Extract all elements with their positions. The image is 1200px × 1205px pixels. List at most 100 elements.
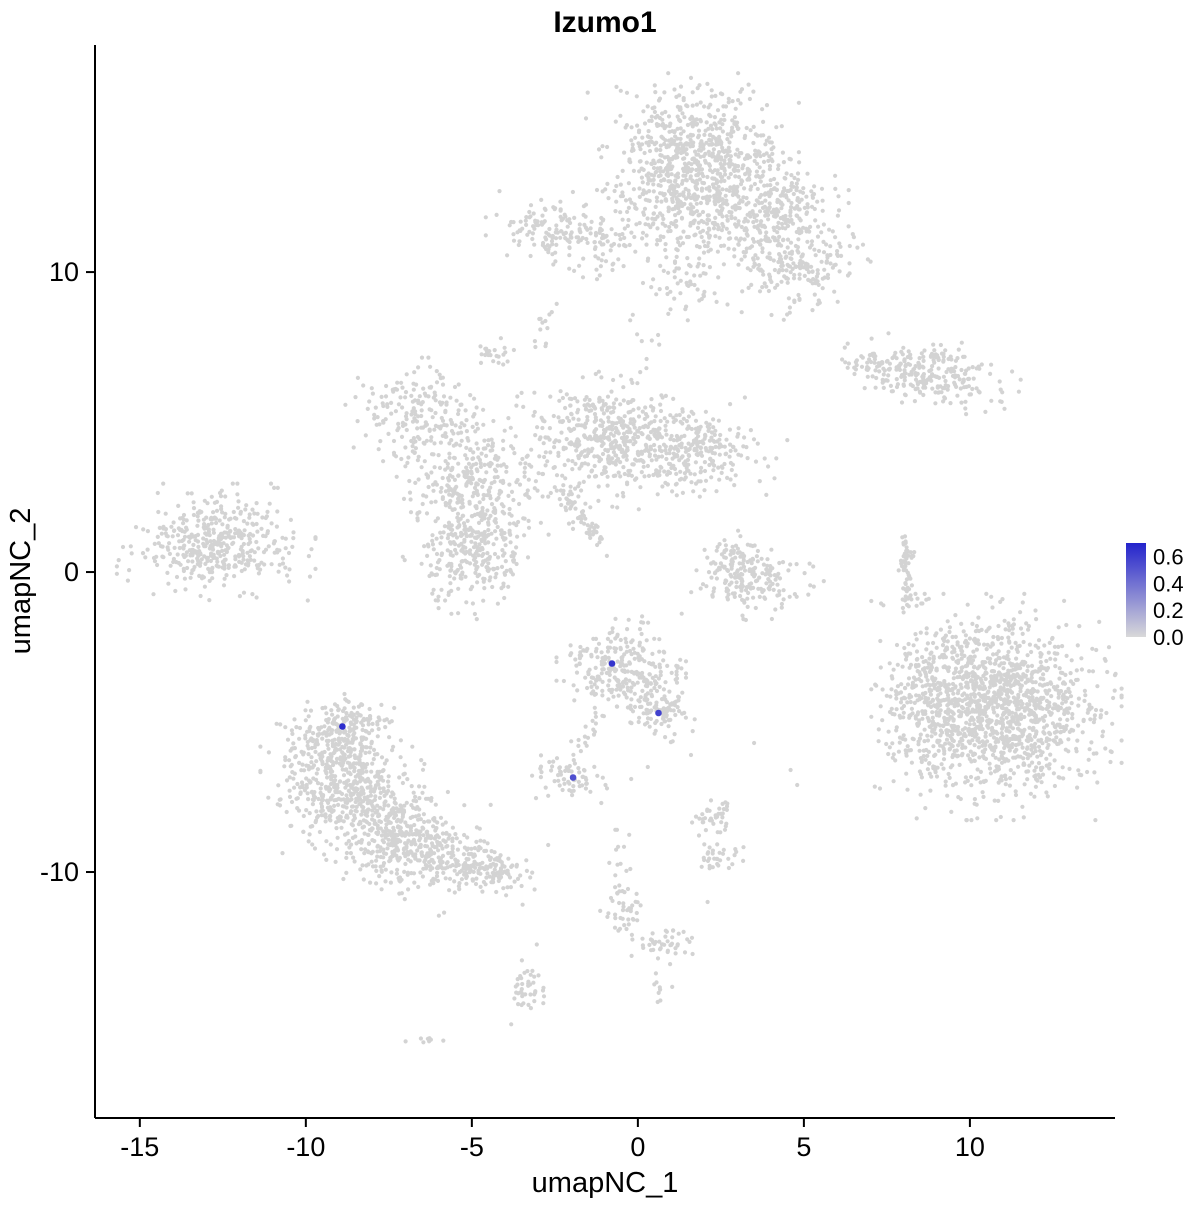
cell-point (566, 458, 571, 463)
cell-point (629, 148, 635, 153)
cell-point (540, 494, 545, 499)
cell-point (963, 633, 969, 638)
cell-point (206, 566, 211, 572)
cell-point (980, 743, 985, 748)
cell-point (987, 685, 992, 690)
cell-point (662, 469, 667, 474)
cell-point (600, 434, 605, 439)
cell-point (716, 275, 721, 280)
cell-point (705, 230, 710, 235)
cell-point (183, 553, 188, 558)
cell-point (729, 574, 734, 579)
cell-point (781, 317, 786, 322)
cell-point (522, 474, 527, 479)
cell-point (820, 286, 825, 291)
cell-point (508, 425, 513, 430)
cell-point (941, 374, 947, 379)
cell-point (611, 261, 616, 266)
cell-point (779, 206, 784, 211)
cell-point (725, 149, 730, 154)
cell-point (616, 431, 621, 436)
cell-point (1057, 676, 1062, 681)
cell-point (550, 242, 555, 247)
cell-point (702, 243, 708, 249)
cell-point (615, 444, 620, 449)
cell-point (211, 527, 216, 532)
cell-point (621, 398, 626, 403)
cell-point (199, 509, 204, 515)
cell-point (717, 194, 722, 199)
cell-point (473, 555, 478, 560)
cell-point (355, 419, 360, 424)
cell-point (468, 393, 473, 398)
cell-point (698, 200, 704, 206)
cell-point (1076, 703, 1081, 708)
cell-point (500, 478, 506, 483)
cell-point (657, 426, 662, 431)
cell-point (198, 552, 203, 557)
cell-point (613, 473, 618, 478)
cell-point (446, 478, 451, 483)
cell-point (862, 386, 867, 391)
cell-point (785, 237, 791, 242)
cell-point (675, 454, 680, 459)
cell-point (496, 455, 501, 460)
cell-point (693, 185, 699, 191)
cell-point (917, 365, 922, 370)
cell-point (470, 494, 475, 499)
cell-point (650, 216, 655, 221)
cell-point (938, 733, 943, 738)
cell-point (573, 461, 578, 466)
cell-point (963, 406, 968, 411)
cell-point (404, 372, 409, 377)
cell-point (896, 749, 902, 754)
cell-point (792, 175, 797, 181)
cell-point (439, 485, 444, 491)
cell-point (670, 456, 675, 461)
cell-point (469, 539, 474, 544)
cell-point (743, 172, 748, 177)
cell-point (618, 88, 623, 93)
cell-point (403, 464, 408, 469)
cell-point (640, 142, 645, 147)
cell-point (254, 521, 259, 527)
cell-point (145, 529, 150, 534)
cell-point (487, 578, 492, 583)
cell-point (1020, 600, 1025, 605)
cell-point (447, 455, 452, 460)
cell-point (712, 115, 718, 120)
cell-point (824, 242, 829, 247)
cell-point (759, 174, 764, 179)
cell-point (638, 370, 643, 375)
cell-point (489, 437, 494, 442)
cell-point (610, 456, 615, 461)
cell-point (626, 181, 632, 186)
cell-point (789, 173, 794, 178)
cell-point (674, 471, 679, 476)
cell-point (482, 462, 487, 467)
cell-point (1033, 741, 1038, 746)
cell-point (985, 656, 991, 661)
cell-point (774, 456, 779, 461)
cell-point (441, 530, 446, 535)
cell-point (686, 194, 691, 199)
cell-point (703, 409, 709, 414)
cell-point (797, 264, 802, 269)
cell-point (668, 307, 673, 312)
cell-point (211, 510, 216, 515)
cell-point (583, 116, 589, 121)
cell-point (656, 123, 662, 128)
cell-point (927, 368, 932, 374)
cell-point (644, 242, 649, 247)
cell-point (940, 386, 946, 391)
cell-point (701, 181, 707, 186)
cell-point (671, 155, 676, 160)
cell-point (637, 194, 642, 199)
cell-point (545, 326, 550, 331)
cell-point (562, 462, 567, 468)
cell-point (577, 481, 582, 486)
cell-point (465, 518, 470, 524)
cell-point (704, 120, 709, 125)
cell-point (753, 253, 758, 258)
cell-point (805, 239, 810, 244)
